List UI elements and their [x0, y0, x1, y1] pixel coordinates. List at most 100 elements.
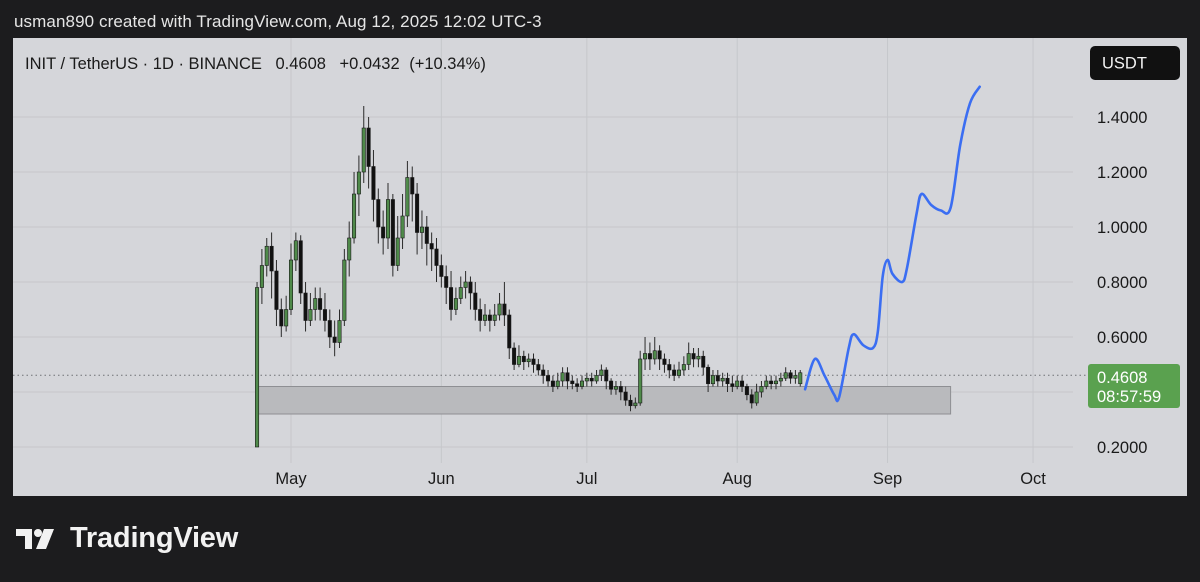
candle: [584, 372, 589, 387]
candle: [410, 166, 415, 222]
candle: [720, 372, 725, 387]
price-axis: 1.4000 1.2000 1.0000 0.8000 0.6000 0.2000: [1097, 109, 1147, 457]
candle: [303, 282, 308, 332]
candle: [725, 372, 730, 392]
candle: [400, 194, 405, 249]
candle: [676, 361, 681, 379]
candle: [264, 238, 269, 277]
candle: [366, 117, 371, 189]
candle-body: [706, 366, 711, 385]
candle-body: [308, 309, 313, 321]
candle: [395, 216, 400, 271]
credit-line: usman890 created with TradingView.com, A…: [14, 12, 542, 31]
candle-body: [701, 355, 706, 368]
candle: [623, 386, 628, 406]
symbol-legend: INIT / TetherUS · 1D · BINANCE 0.4608 +0…: [25, 55, 486, 73]
candle-body: [618, 386, 623, 393]
candlestick-chart[interactable]: 1.4000 1.2000 1.0000 0.8000 0.6000 0.2000 May…: [13, 38, 1187, 496]
candle: [512, 342, 517, 370]
candle-body: [584, 377, 589, 382]
candle: [526, 353, 531, 368]
candle-body: [609, 380, 614, 390]
price-change: +0.0432: [340, 55, 400, 73]
candle: [652, 337, 657, 365]
x-tick-label: Jul: [576, 470, 597, 488]
x-tick-label: Aug: [723, 470, 752, 488]
candle-body: [531, 358, 536, 365]
candle-body: [410, 177, 415, 195]
candle-body: [395, 237, 400, 266]
candle-body: [516, 355, 521, 365]
candle: [332, 320, 337, 357]
candle-body: [473, 292, 478, 310]
candle: [691, 348, 696, 368]
candle-body: [439, 265, 444, 277]
candle: [657, 345, 662, 370]
candle: [672, 364, 677, 381]
candle: [347, 221, 352, 277]
candle-body: [482, 314, 487, 321]
candle: [638, 350, 643, 406]
candle-body: [604, 369, 609, 382]
candle-body: [749, 394, 754, 404]
candle-body: [279, 309, 284, 327]
candle: [322, 293, 327, 332]
brand-name: TradingView: [70, 522, 239, 554]
candle: [371, 150, 376, 222]
candle: [681, 356, 686, 376]
candle-body: [555, 380, 560, 387]
candle: [710, 370, 715, 387]
candle: [764, 375, 769, 390]
candle: [313, 287, 318, 321]
y-tick-label: 0.6000: [1097, 329, 1147, 347]
candle-body: [759, 386, 764, 393]
time-axis: May Jun Jul Aug Sep Oct: [275, 470, 1046, 488]
candle-body: [613, 386, 618, 390]
candle: [555, 372, 560, 390]
candle-body: [744, 386, 749, 396]
candle: [769, 375, 774, 390]
candle-body: [512, 347, 517, 365]
candle: [701, 350, 706, 376]
candle: [487, 309, 492, 332]
candle-body: [686, 353, 691, 365]
candle-body: [773, 380, 778, 385]
candle: [259, 249, 264, 304]
candle: [754, 383, 759, 406]
candle-body: [284, 309, 289, 327]
candle: [579, 375, 584, 390]
candle: [492, 304, 497, 326]
candle: [424, 216, 429, 266]
candle-body: [672, 369, 677, 376]
candle: [749, 389, 754, 409]
candle-body: [390, 199, 395, 266]
candle-body: [288, 259, 293, 310]
candle-body: [356, 171, 361, 195]
candle-body: [264, 245, 269, 266]
candle: [337, 309, 342, 348]
y-tick-label: 1.0000: [1097, 219, 1147, 237]
candle: [439, 254, 444, 288]
candle-body: [419, 226, 424, 233]
currency-button[interactable]: USDT: [1090, 46, 1180, 80]
chart-panel[interactable]: 1.4000 1.2000 1.0000 0.8000 0.6000 0.2000 May…: [13, 38, 1187, 496]
candle: [342, 249, 347, 326]
candle-body: [303, 292, 308, 321]
candle: [502, 282, 507, 326]
candle-body: [318, 298, 323, 310]
candle: [759, 381, 764, 398]
tradingview-logo-icon: [16, 528, 54, 549]
candle-body: [735, 380, 740, 387]
y-tick-label: 1.4000: [1097, 109, 1147, 127]
candles: [255, 106, 803, 448]
candle-body: [657, 350, 662, 360]
candle-body: [487, 314, 492, 321]
candle: [327, 309, 332, 348]
candle-body: [536, 364, 541, 371]
candle-body: [681, 364, 686, 371]
candle-body: [400, 215, 405, 239]
candle-body: [730, 383, 735, 387]
candle: [793, 370, 798, 384]
candle: [667, 359, 672, 379]
price-badge-value: 0.4608: [1097, 369, 1147, 387]
